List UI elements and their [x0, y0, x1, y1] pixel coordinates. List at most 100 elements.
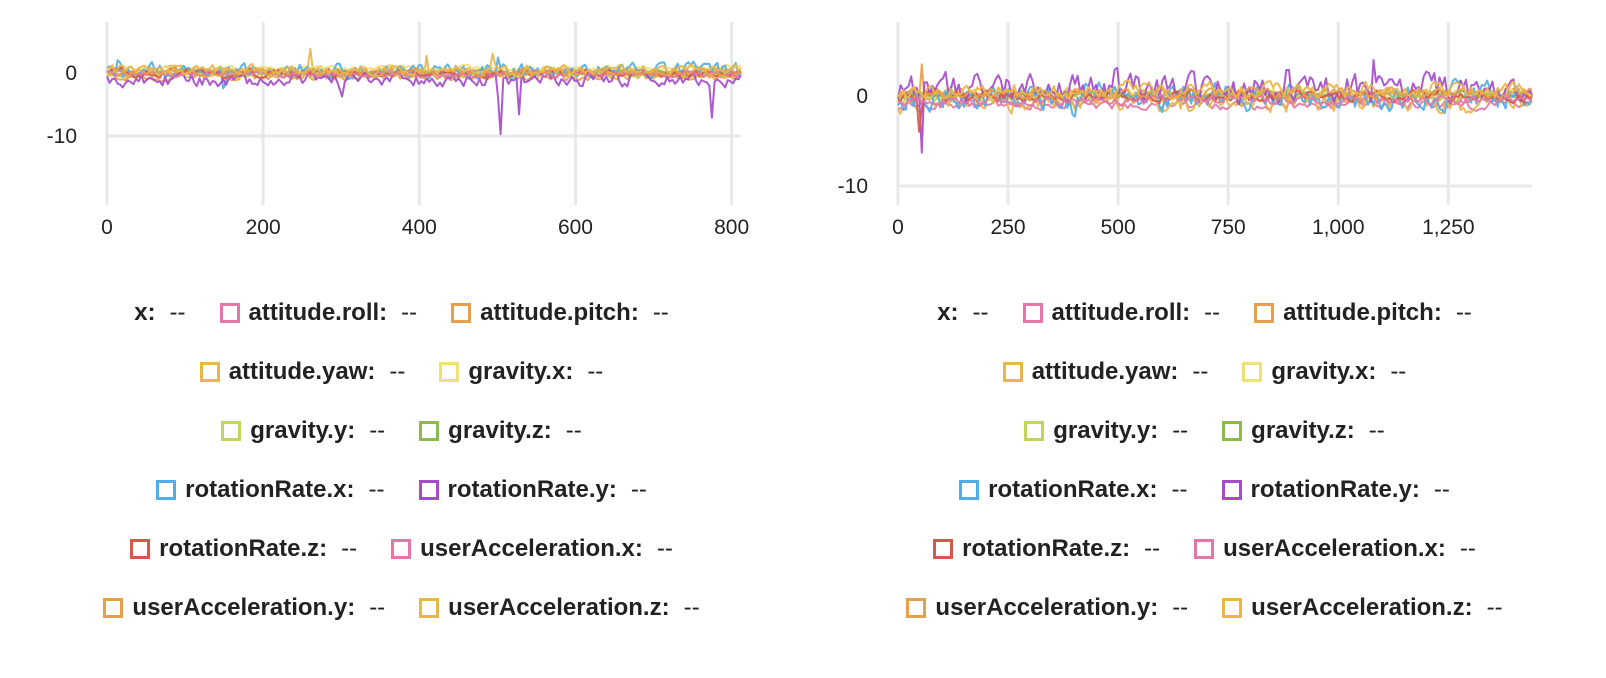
legend-value: -- [683, 593, 700, 621]
legend-item-gravity-x: gravity.x: -- [1242, 358, 1406, 386]
x-tick-label: 200 [246, 216, 281, 239]
legend-value: -- [1486, 593, 1503, 621]
line-chart-left: 0 200 400 600 800 0 -10 [47, 22, 749, 239]
grid-lines [105, 22, 741, 205]
legend-item-useracceleration-x: userAcceleration.x: -- [391, 535, 673, 563]
legend-label: userAcceleration.y: [132, 593, 356, 621]
legend-value: -- [369, 416, 386, 444]
legend-value: -- [1192, 357, 1209, 385]
legend-value: -- [169, 298, 186, 326]
legend-swatch [221, 420, 242, 441]
series-line-useracceleration-y [897, 86, 1533, 102]
legend-label: rotationRate.x: [988, 475, 1158, 503]
legend-value: -- [1144, 534, 1161, 562]
legend-value: -- [972, 298, 989, 326]
legend-item-rotationrate-z: rotationRate.z: -- [933, 535, 1160, 563]
legend-swatch [130, 538, 151, 559]
legend-item-gravity-z: gravity.z: -- [419, 417, 582, 445]
legend-value: -- [368, 475, 385, 503]
legend-value: -- [1171, 475, 1188, 503]
legend-item-rotationrate-x: rotationRate.x: -- [959, 475, 1188, 504]
legend-swatch [219, 302, 240, 323]
legend-left: x: -- attitude.roll: -- attitude.pitch: -- att… [0, 283, 803, 637]
legend-item-attitude-roll: attitude.roll: -- [1022, 298, 1221, 327]
legend-row: rotationRate.z: -- userAcceleration.x: -- [803, 519, 1606, 578]
legend-label: gravity.z: [448, 416, 552, 444]
legend-label: userAcceleration.z: [448, 593, 670, 621]
legend-swatch [419, 597, 440, 618]
series-lines [106, 47, 742, 136]
legend-label: gravity.z: [1251, 416, 1355, 444]
legend-value: -- [1172, 416, 1189, 444]
x-tick-label: 250 [991, 216, 1026, 239]
legend-item-attitude-yaw: attitude.yaw: -- [1002, 357, 1209, 386]
legend-item-gravity-y: gravity.y: -- [221, 417, 385, 445]
legend-label: attitude.yaw: [1031, 357, 1179, 385]
legend-item-useracceleration-x: userAcceleration.x: -- [1194, 535, 1476, 563]
legend-swatch [1254, 302, 1275, 323]
legend-swatch [1024, 420, 1045, 441]
grid-lines [896, 22, 1532, 205]
series-lines [897, 59, 1533, 154]
legend-item-attitude-yaw: attitude.yaw: -- [199, 358, 405, 386]
legend-label: gravity.y: [1053, 416, 1159, 444]
legend-value: -- [1455, 298, 1472, 326]
legend-swatch [906, 597, 927, 618]
legend-item-x: x: -- [937, 299, 988, 327]
legend-row: userAcceleration.y: -- userAcceleration.z:… [0, 578, 803, 637]
legend-value: -- [565, 416, 582, 444]
legend-label: gravity.x: [468, 357, 574, 385]
legend-row: rotationRate.x: -- rotationRate.y: -- [0, 460, 803, 519]
legend-row: gravity.y: -- gravity.z: -- [803, 401, 1606, 460]
legend-swatch [1222, 597, 1243, 618]
x-tick-label: 800 [714, 216, 749, 239]
legend-label: x: [134, 298, 156, 326]
legend-swatch [1221, 479, 1242, 500]
legend-label: userAcceleration.z: [1251, 593, 1473, 621]
legend-swatch [1002, 361, 1023, 382]
chart-panel-right: 0 250 500 750 1,000 1,250 0 -10 x: -- attitude.ro… [803, 0, 1606, 678]
legend-item-rotationrate-x: rotationRate.x: -- [156, 475, 385, 504]
series-line-useracceleration-x [897, 93, 1533, 108]
legend-item-attitude-pitch: attitude.pitch: -- [1254, 299, 1472, 327]
legend-item-gravity-x: gravity.x: -- [439, 358, 603, 386]
legend-item-gravity-z: gravity.z: -- [1222, 417, 1385, 445]
legend-item-rotationrate-y: rotationRate.y: -- [1221, 476, 1450, 504]
legend-item-useracceleration-z: userAcceleration.z: -- [419, 593, 700, 622]
legend-swatch [959, 479, 980, 500]
legend-row: userAcceleration.y: -- userAcceleration.z:… [803, 578, 1606, 637]
legend-value: -- [1204, 298, 1221, 326]
legend-value: -- [401, 298, 418, 326]
legend-row: x: -- attitude.roll: -- attitude.pitch: -- [803, 283, 1606, 342]
legend-row: rotationRate.x: -- rotationRate.y: -- [803, 460, 1606, 519]
legend-swatch [933, 538, 954, 559]
legend-value: -- [656, 534, 673, 562]
legend-swatch [418, 479, 439, 500]
legend-swatch [439, 361, 460, 382]
legend-value: -- [1459, 534, 1476, 562]
chart-panel-left: 0 200 400 600 800 0 -10 x: -- attitude.roll: -- at… [0, 22, 803, 637]
legend-value: -- [587, 357, 604, 385]
legend-label: attitude.pitch: [1283, 298, 1442, 326]
x-tick-label: 0 [892, 216, 904, 239]
legend-row: gravity.y: -- gravity.z: -- [0, 401, 803, 460]
legend-item-rotationrate-z: rotationRate.z: -- [130, 535, 357, 563]
legend-value: -- [1368, 416, 1385, 444]
series-line-useracceleration-y [106, 66, 742, 79]
legend-label: rotationRate.z: [962, 534, 1131, 562]
legend-value: -- [341, 534, 358, 562]
legend-row: rotationRate.z: -- userAcceleration.x: -- [0, 519, 803, 578]
x-tick-label: 500 [1101, 216, 1136, 239]
line-chart-right: 0 250 500 750 1,000 1,250 0 -10 [838, 22, 1533, 239]
legend-item-rotationrate-y: rotationRate.y: -- [418, 475, 647, 504]
x-tick-label: 1,000 [1312, 216, 1365, 239]
legend-value: -- [369, 593, 386, 621]
legend-swatch [1194, 538, 1215, 559]
legend-swatch [391, 538, 412, 559]
legend-label: attitude.roll: [1051, 298, 1191, 326]
legend-value: -- [652, 298, 669, 326]
legend-value: -- [1172, 593, 1189, 621]
legend-label: rotationRate.x: [185, 475, 355, 503]
legend-value: -- [630, 475, 647, 503]
legend-label: gravity.y: [250, 416, 356, 444]
